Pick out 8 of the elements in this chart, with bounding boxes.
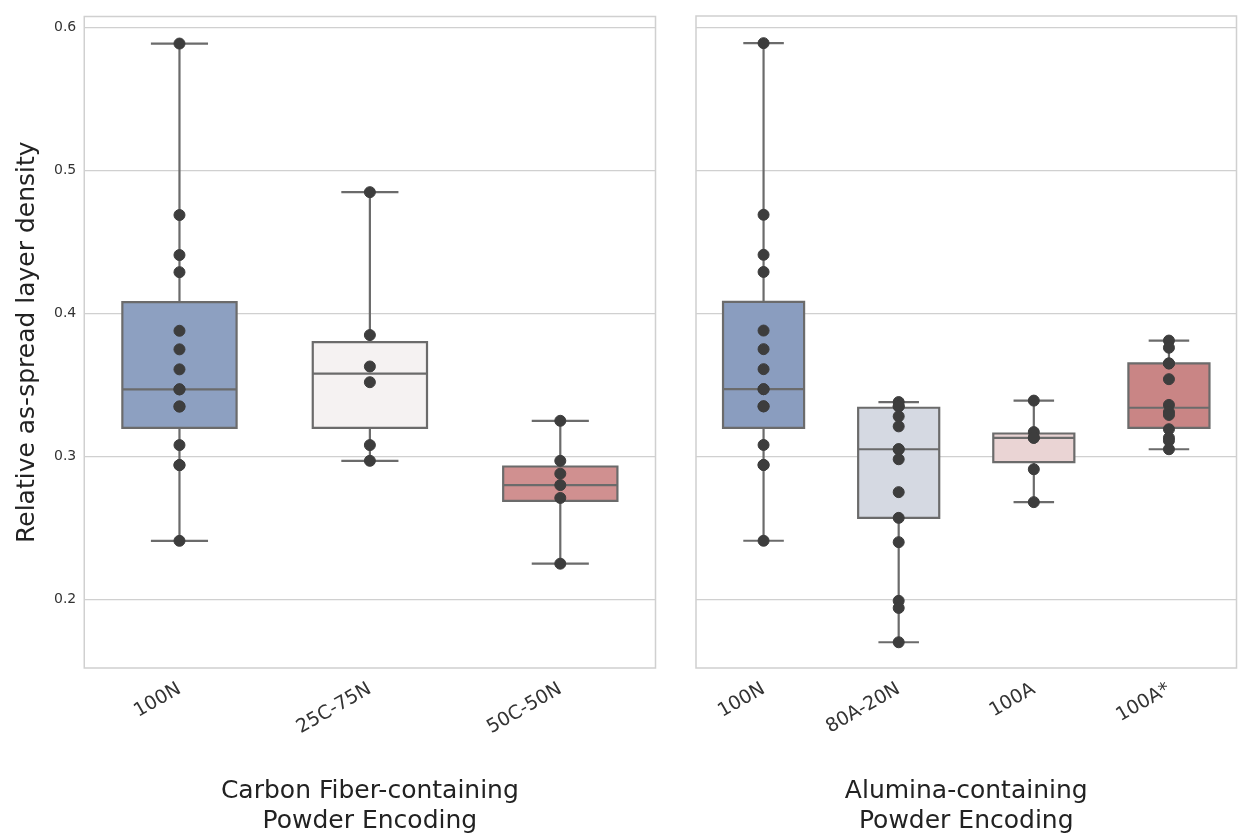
y-tick-label: 0.3 <box>54 447 77 464</box>
y-tick-label: 0.4 <box>54 304 77 321</box>
y-tick-label: 0.2 <box>54 590 77 607</box>
y-tick-label: 0.6 <box>54 18 77 35</box>
y-tick-label: 0.5 <box>54 161 77 178</box>
x-axis-title: Alumina-containing Powder Encoding <box>844 774 1088 834</box>
y-axis-title: Relative as-spread layer density <box>10 141 40 543</box>
x-axis-title: Carbon Fiber-containing Powder Encoding <box>220 774 519 834</box>
